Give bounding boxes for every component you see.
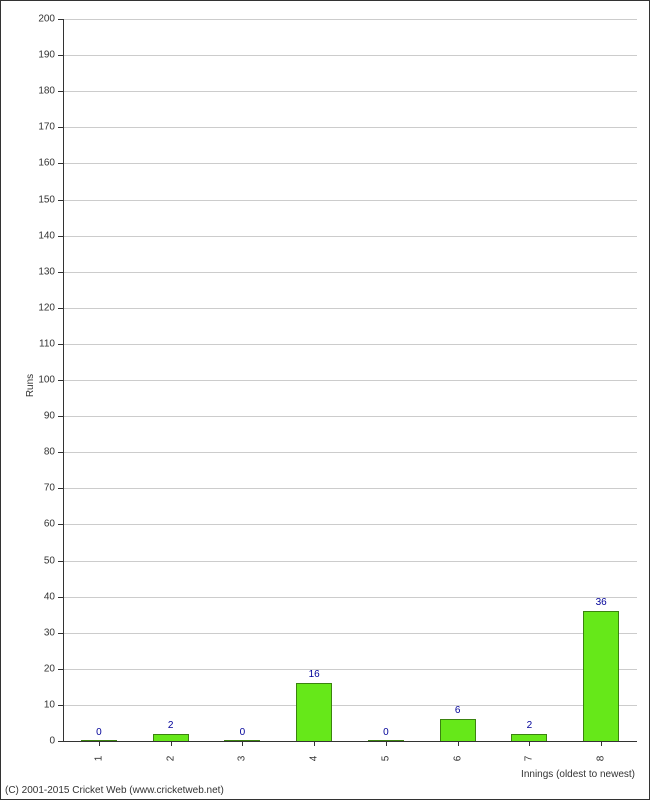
x-tick-mark [386,741,387,746]
x-tick-label: 6 [452,749,463,769]
gridline [63,236,637,237]
y-tick-label: 40 [1,591,55,602]
bar-value-label: 2 [168,720,174,731]
y-tick-label: 160 [1,158,55,169]
gridline [63,488,637,489]
y-tick-label: 90 [1,411,55,422]
y-tick-label: 60 [1,519,55,530]
gridline [63,272,637,273]
x-tick-mark [529,741,530,746]
bar [583,611,619,741]
gridline [63,55,637,56]
x-tick-label: 5 [380,749,391,769]
gridline [63,524,637,525]
y-tick-label: 120 [1,302,55,313]
y-tick-label: 100 [1,375,55,386]
gridline [63,416,637,417]
x-tick-mark [601,741,602,746]
gridline [63,308,637,309]
gridline [63,597,637,598]
gridline [63,127,637,128]
x-axis-label: Innings (oldest to newest) [521,769,635,780]
bar-value-label: 0 [96,727,102,738]
y-tick-label: 170 [1,122,55,133]
gridline [63,19,637,20]
y-tick-label: 0 [1,736,55,747]
bar-value-label: 36 [596,597,607,608]
x-tick-mark [314,741,315,746]
y-axis-line [63,19,64,741]
y-tick-label: 10 [1,699,55,710]
plot-area [63,19,637,741]
gridline [63,705,637,706]
x-tick-label: 4 [309,749,320,769]
bar-value-label: 6 [455,705,461,716]
x-tick-label: 2 [165,749,176,769]
y-tick-label: 110 [1,338,55,349]
bar [153,734,189,741]
bar-value-label: 2 [527,720,533,731]
bar [440,719,476,741]
gridline [63,633,637,634]
x-tick-mark [99,741,100,746]
gridline [63,561,637,562]
x-tick-label: 1 [93,749,104,769]
x-tick-label: 3 [237,749,248,769]
gridline [63,200,637,201]
bar-value-label: 0 [240,727,246,738]
y-tick-label: 200 [1,14,55,25]
bar [296,683,332,741]
y-tick-label: 70 [1,483,55,494]
y-tick-label: 190 [1,50,55,61]
gridline [63,163,637,164]
x-tick-mark [458,741,459,746]
y-tick-label: 140 [1,230,55,241]
x-tick-label: 8 [596,749,607,769]
y-tick-label: 130 [1,266,55,277]
chart-container: Runs Innings (oldest to newest) (C) 2001… [0,0,650,800]
y-tick-label: 50 [1,555,55,566]
gridline [63,91,637,92]
y-tick-label: 30 [1,627,55,638]
y-tick-label: 150 [1,194,55,205]
gridline [63,380,637,381]
copyright-text: (C) 2001-2015 Cricket Web (www.cricketwe… [5,785,224,796]
x-tick-mark [171,741,172,746]
bar-value-label: 16 [309,669,320,680]
x-tick-label: 7 [524,749,535,769]
y-tick-label: 180 [1,86,55,97]
bar-value-label: 0 [383,727,389,738]
y-tick-label: 80 [1,447,55,458]
x-tick-mark [242,741,243,746]
gridline [63,344,637,345]
x-axis-line [63,741,637,742]
gridline [63,452,637,453]
bar [511,734,547,741]
y-tick-label: 20 [1,663,55,674]
gridline [63,669,637,670]
